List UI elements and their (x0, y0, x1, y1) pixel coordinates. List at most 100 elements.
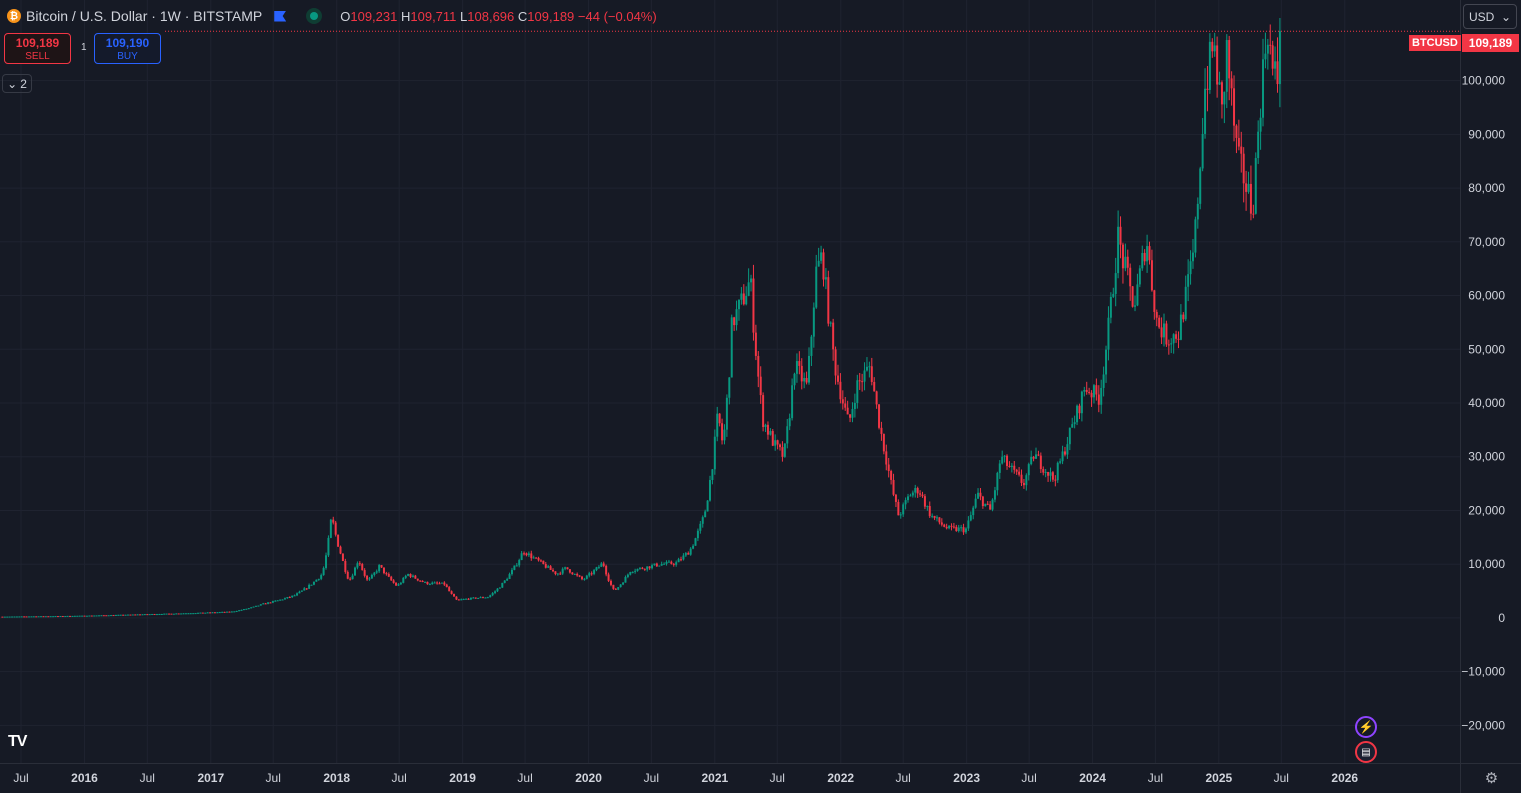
us-flag-icon[interactable]: ▤ (1355, 741, 1377, 763)
candle-body (571, 572, 574, 575)
candle-body (177, 613, 180, 615)
candle-body (395, 582, 398, 586)
candle-body (349, 578, 352, 580)
candle-body (83, 615, 86, 617)
time-tick-label: Jul (896, 771, 911, 785)
candle-body (863, 370, 866, 382)
candle-body (472, 597, 475, 599)
market-status-icon[interactable] (306, 8, 323, 24)
candle-body (938, 517, 941, 523)
price-tick-label: −10,000 (1461, 665, 1505, 679)
candle-body (168, 613, 171, 615)
candle-body (503, 580, 506, 583)
candle-body (399, 582, 402, 585)
flag-icon[interactable] (274, 10, 287, 22)
candle-body (453, 593, 456, 597)
candle-body (643, 568, 646, 570)
price-tick-label: 70,000 (1468, 235, 1505, 249)
candle-body (1003, 455, 1006, 457)
candle-body (539, 560, 542, 562)
candle-body (1063, 451, 1066, 455)
candle-body (752, 278, 755, 333)
candle-body (638, 567, 641, 569)
candle-body (209, 612, 212, 614)
price-tick-label: 30,000 (1468, 450, 1505, 464)
candle-body (585, 575, 588, 579)
candle-body (460, 599, 463, 601)
candle-body (614, 588, 617, 590)
candle-body (655, 563, 658, 567)
candle-body (851, 409, 854, 418)
candle-body (617, 587, 620, 590)
candle-body (904, 500, 907, 505)
candle-body (972, 507, 975, 516)
indicators-toggle[interactable]: ⌄ 2 (2, 74, 32, 93)
candle-body (506, 579, 509, 581)
candle-body (264, 603, 267, 605)
candle-body (894, 494, 897, 502)
candle-body (320, 575, 323, 579)
candle-body (1044, 471, 1047, 473)
candle-body (66, 615, 69, 617)
candle-body (44, 616, 47, 618)
candle-body (189, 613, 192, 615)
candle-body (312, 581, 315, 585)
candle-body (385, 573, 388, 575)
candle-body (564, 567, 567, 569)
candle-body (3, 616, 6, 618)
candle-body (1100, 387, 1103, 405)
candle-body (223, 611, 226, 613)
candle-body (440, 582, 443, 584)
tradingview-logo[interactable]: TV (8, 733, 27, 750)
candle-body (846, 407, 849, 415)
candle-body (298, 591, 301, 594)
candle-body (69, 615, 72, 617)
candle-body (677, 559, 680, 563)
candle-body (353, 567, 356, 576)
candle-body (155, 614, 158, 616)
time-axis[interactable]: Jul 2016 Jul 2017 Jul 2018 Jul 2019 Jul 2020 Jul 20… (13, 771, 1358, 785)
candle-body (283, 598, 286, 600)
candle-body (481, 597, 484, 599)
price-tick-label: 0 (1498, 611, 1505, 625)
candle-body (928, 506, 931, 517)
candle-body (424, 581, 427, 583)
candle-body (201, 612, 204, 614)
candle-body (902, 504, 905, 515)
candle-body (462, 599, 465, 601)
candle-body (892, 479, 895, 495)
sell-button[interactable]: 109,189 SELL (4, 33, 71, 64)
candle-body (554, 571, 557, 575)
candle-body (107, 615, 110, 617)
candle-body (1158, 317, 1161, 328)
candle-body (262, 603, 265, 605)
symbol-title[interactable]: Bitcoin / U.S. Dollar · 1W · BITSTAMP (26, 8, 263, 24)
currency-select[interactable]: USD ⌄ (1463, 4, 1517, 29)
candle-body (1247, 183, 1250, 192)
lightning-icon[interactable]: ⚡ (1355, 716, 1377, 738)
gear-icon[interactable]: ⚙ (1484, 769, 1499, 787)
candle-body (489, 595, 492, 598)
chart-grid (0, 0, 1460, 763)
candle-body (105, 615, 108, 617)
low-value: 108,696 (467, 8, 515, 24)
candle-body (269, 602, 272, 604)
candle-body (923, 496, 926, 507)
candle-body (907, 496, 910, 501)
candle-body (520, 553, 523, 561)
candle-body (293, 595, 296, 597)
candle-body (329, 519, 332, 538)
candle-body (532, 557, 535, 559)
candle-body (682, 555, 685, 560)
candle-body (1206, 88, 1209, 90)
price-axis[interactable]: −20,000 −10,000 0 10,000 20,000 30,000 40,000 5… (1461, 74, 1505, 733)
candle-body (597, 566, 600, 568)
buy-button[interactable]: 109,190 BUY (94, 33, 161, 64)
candle-body (583, 578, 586, 580)
candle-body (1013, 465, 1016, 470)
candle-body (1254, 158, 1257, 214)
candle-body (153, 614, 156, 616)
candle-body (667, 561, 670, 563)
candle-body (518, 560, 521, 566)
